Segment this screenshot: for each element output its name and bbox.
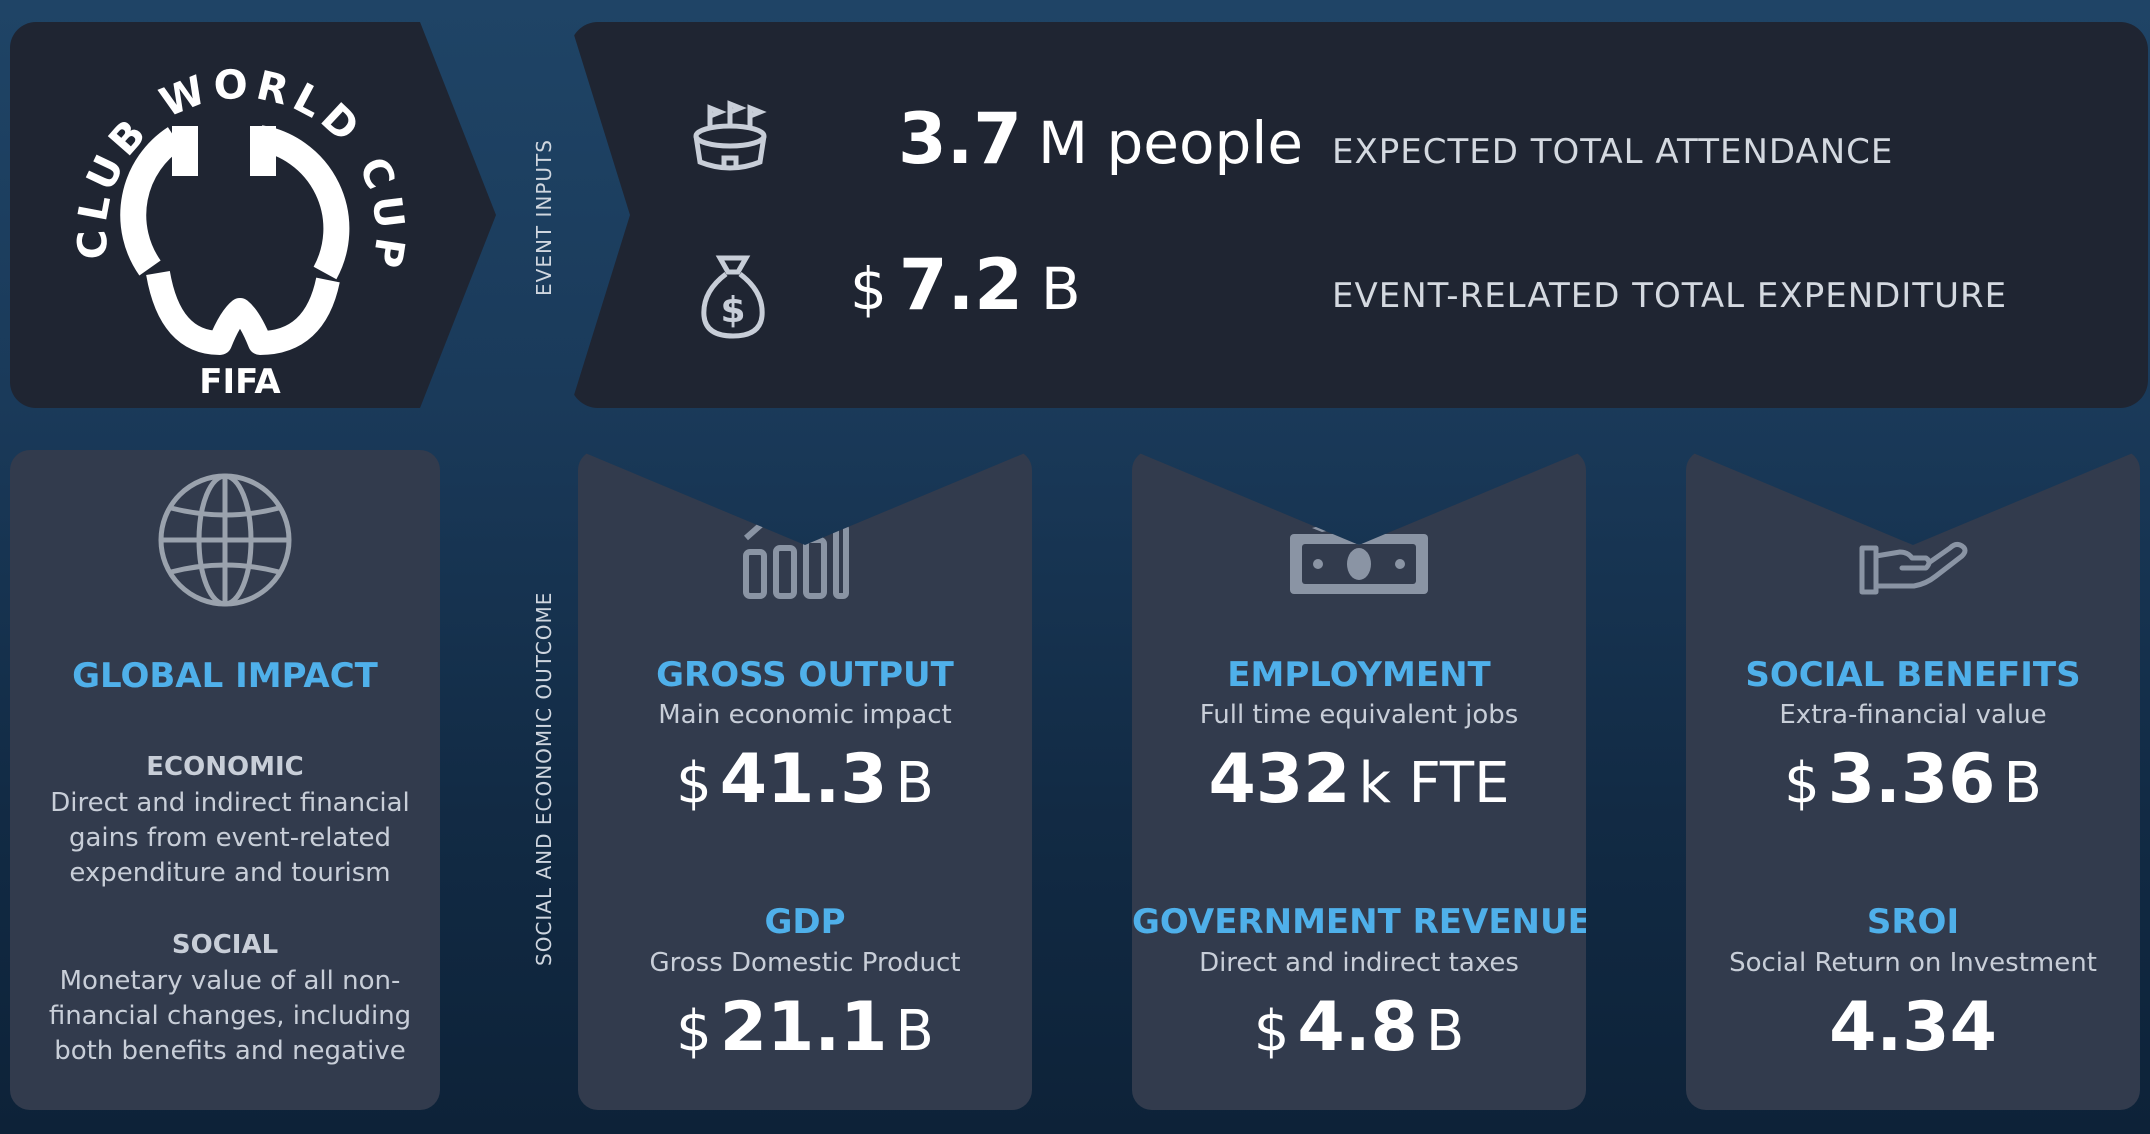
social-benefits-value: 3.36 xyxy=(1827,740,1996,819)
social-benefits-currency: $ xyxy=(1784,751,1820,816)
expenditure-value: 7.2 xyxy=(898,244,1023,326)
gdp-subtitle: Gross Domestic Product xyxy=(649,948,961,978)
gross-output-title: GROSS OUTPUT xyxy=(656,655,954,695)
gross-output-subtitle: Main economic impact xyxy=(658,700,952,730)
attendance-description: EXPECTED TOTAL ATTENDANCE xyxy=(1332,132,1894,172)
expenditure-value-row: $ 7.2 B xyxy=(850,244,1081,326)
gdp-value: 21.1 xyxy=(719,988,888,1067)
stadium-icon xyxy=(693,100,767,171)
social-benefits-subtitle: Extra-financial value xyxy=(1779,700,2047,730)
employment-value: 432 xyxy=(1208,740,1351,819)
social-benefits-title: SOCIAL BENEFITS xyxy=(1745,655,2081,695)
government-revenue-subtitle: Direct and indirect taxes xyxy=(1199,948,1519,978)
club-world-cup-logo: CLUB WORLD CUP 25 TM FIFA xyxy=(70,58,410,398)
government-revenue-currency: $ xyxy=(1253,999,1290,1064)
gross-output-value: 41.3 xyxy=(719,740,888,819)
employment-revenue-card: EMPLOYMENT Full time equivalent jobs 432… xyxy=(1132,450,1586,1110)
cash-icon xyxy=(1290,494,1428,594)
expenditure-description: EVENT-RELATED TOTAL EXPENDITURE xyxy=(1332,276,2008,316)
outcome-label: SOCIAL AND ECONOMIC OUTCOME xyxy=(532,591,556,966)
trademark-text: TM xyxy=(291,323,305,333)
employment-title: EMPLOYMENT xyxy=(1227,655,1491,695)
gdp-value-row: $21.1 B xyxy=(578,988,1032,1067)
gross-output-currency: $ xyxy=(676,751,712,816)
social-benefits-card: SOCIAL BENEFITS Extra-financial value $3… xyxy=(1686,450,2140,1110)
attendance-value-row: 3.7 M people xyxy=(898,98,1303,180)
sroi-value-row: 4.34 xyxy=(1686,988,2140,1067)
logo-arc-text: CLUB WORLD CUP 25 xyxy=(70,58,407,276)
global-impact-title: GLOBAL IMPACT xyxy=(72,656,378,696)
logo-panel: CLUB WORLD CUP 25 TM FIFA xyxy=(10,22,496,408)
globe-icon xyxy=(158,473,292,607)
global-impact-card: GLOBAL IMPACT ECONOMIC Direct and indire… xyxy=(10,450,440,1110)
growth-chart-icon xyxy=(743,481,849,599)
expenditure-currency: $ xyxy=(850,255,887,323)
economic-text: Direct and indirect financial gains from… xyxy=(50,788,410,888)
social-benefits-unit: B xyxy=(2003,751,2042,816)
gross-output-value-row: $41.3 B xyxy=(578,740,1032,819)
government-revenue-value: 4.8 xyxy=(1297,988,1418,1067)
expenditure-unit: B xyxy=(1040,255,1081,323)
employment-unit: k FTE xyxy=(1358,751,1510,816)
gdp-title: GDP xyxy=(764,902,846,942)
event-inputs-label: EVENT INPUTS xyxy=(532,139,556,296)
gdp-currency: $ xyxy=(676,999,712,1064)
sroi-value: 4.34 xyxy=(1829,988,1997,1067)
employment-subtitle: Full time equivalent jobs xyxy=(1199,700,1519,730)
economic-heading: ECONOMIC xyxy=(146,752,304,782)
economic-output-card: GROSS OUTPUT Main economic impact $41.3 B… xyxy=(578,450,1032,1110)
money-bag-icon: $ xyxy=(701,255,765,339)
svg-text:$: $ xyxy=(720,290,745,331)
attendance-unit: M people xyxy=(1038,109,1304,177)
government-revenue-title: GOVERNMENT REVENUE xyxy=(1132,902,1591,942)
gdp-unit: B xyxy=(895,999,934,1064)
event-inputs-panel xyxy=(570,22,2148,408)
sroi-title: SROI xyxy=(1866,902,1960,942)
sroi-subtitle: Social Return on Investment xyxy=(1729,948,2097,978)
fifa-brand-text: FIFA xyxy=(199,362,281,398)
social-heading: SOCIAL xyxy=(171,930,279,960)
gross-output-unit: B xyxy=(895,751,934,816)
helping-hand-icon xyxy=(1859,473,1968,595)
social-benefits-value-row: $3.36 B xyxy=(1686,740,2140,819)
government-revenue-unit: B xyxy=(1425,999,1465,1064)
svg-text:CLUB WORLD CUP 25: CLUB WORLD CUP 25 xyxy=(70,58,410,276)
government-revenue-value-row: $4.8 B xyxy=(1132,988,1586,1067)
employment-value-row: 432 k FTE xyxy=(1132,740,1586,819)
attendance-value: 3.7 xyxy=(898,98,1023,180)
social-text: Monetary value of all non- financial cha… xyxy=(48,966,412,1066)
